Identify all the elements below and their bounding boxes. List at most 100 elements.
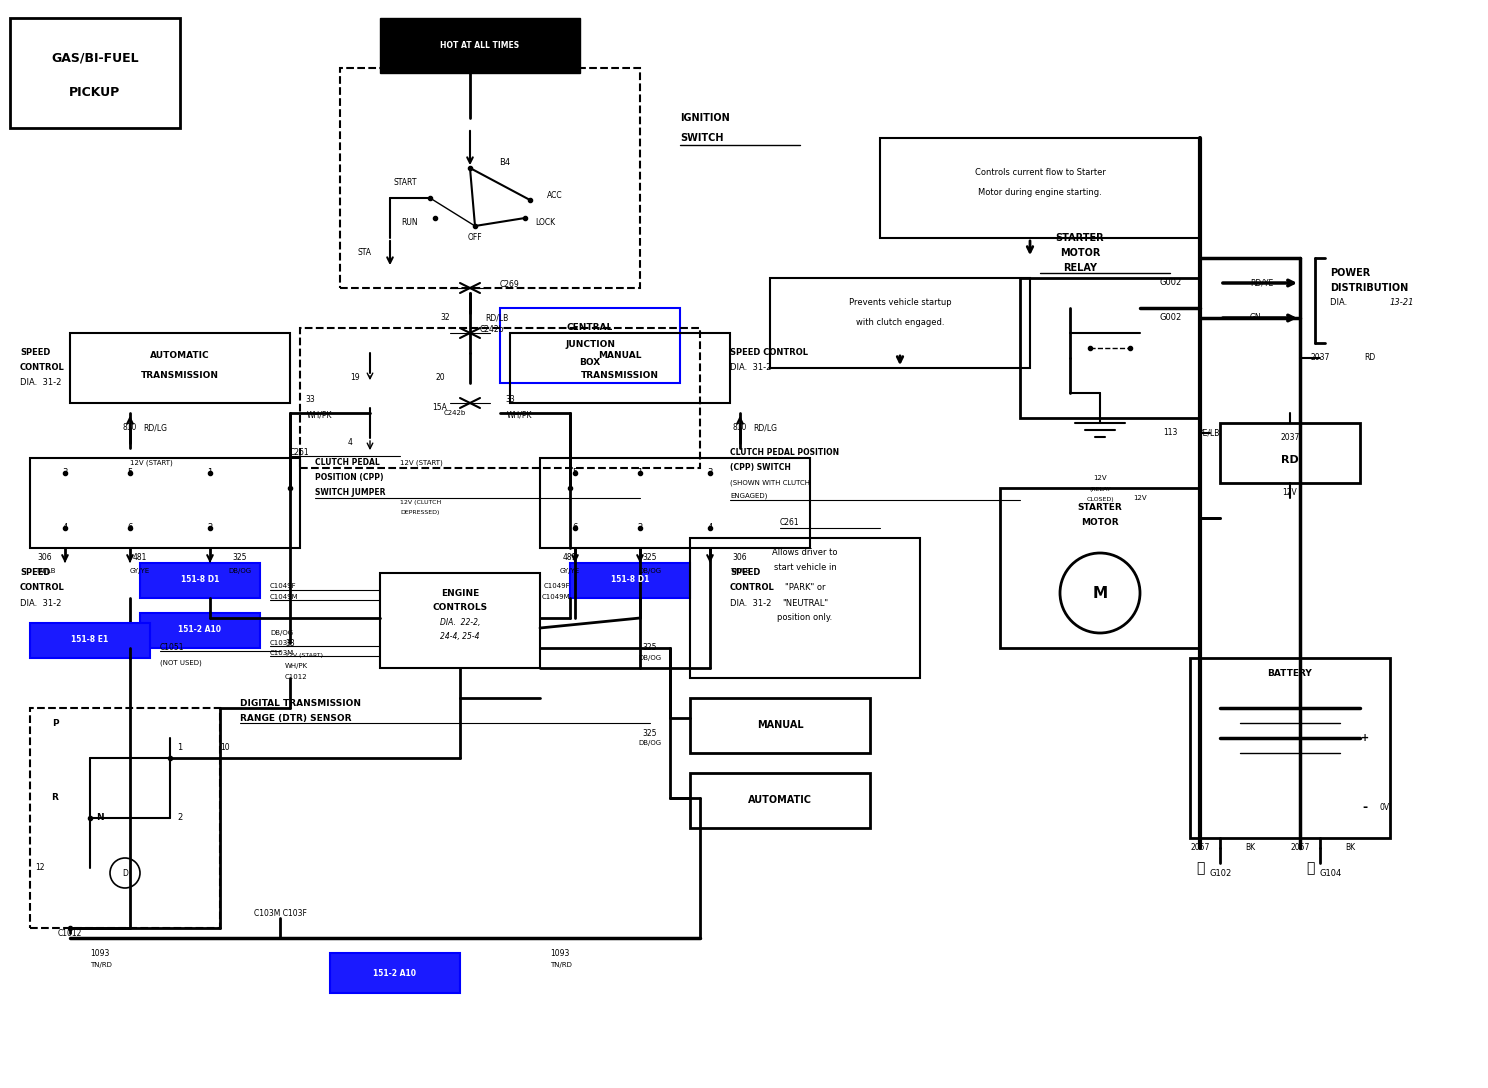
Text: 810: 810	[124, 423, 137, 433]
Text: D: D	[122, 868, 128, 878]
Text: DB/OG: DB/OG	[638, 568, 662, 574]
Text: GY/YE: GY/YE	[129, 568, 150, 574]
Text: 5: 5	[573, 469, 577, 478]
Text: WH/PK: WH/PK	[507, 410, 533, 420]
Text: 151-2 A10: 151-2 A10	[373, 968, 417, 977]
Text: TN/LB: TN/LB	[34, 568, 55, 574]
Text: IGNITION: IGNITION	[680, 113, 729, 123]
Text: START: START	[393, 178, 417, 187]
Text: 325: 325	[643, 729, 658, 738]
Text: RD/LG: RD/LG	[753, 423, 777, 433]
Text: RD/LG: RD/LG	[143, 423, 167, 433]
Text: CONTROL: CONTROL	[731, 583, 775, 593]
Text: ENGAGED): ENGAGED)	[731, 493, 768, 499]
Text: SPEED: SPEED	[19, 348, 51, 358]
Text: ENGINE: ENGINE	[440, 589, 479, 597]
Text: +: +	[1362, 733, 1369, 743]
Text: 4: 4	[707, 523, 713, 532]
Text: CLUTCH PEDAL POSITION: CLUTCH PEDAL POSITION	[731, 448, 839, 457]
Text: MOTOR: MOTOR	[1082, 519, 1119, 528]
Bar	[140, 562, 260, 598]
Text: RUN: RUN	[402, 219, 418, 227]
Text: Allows driver to: Allows driver to	[772, 548, 838, 557]
Text: 1: 1	[177, 743, 183, 753]
Text: 24-4, 25-4: 24-4, 25-4	[440, 631, 479, 641]
Text: GAS/BI-FUEL: GAS/BI-FUEL	[51, 51, 138, 64]
Text: C103M: C103M	[269, 650, 295, 656]
Text: C242b: C242b	[481, 325, 504, 334]
Text: RD: RD	[1364, 354, 1375, 362]
Text: C1012: C1012	[58, 928, 82, 938]
Text: R: R	[52, 793, 58, 803]
Text: DIA.  31-2: DIA. 31-2	[19, 598, 61, 607]
Text: GY/YE: GY/YE	[559, 568, 580, 574]
Bar	[690, 537, 920, 678]
Text: 810: 810	[732, 423, 747, 433]
Text: DIA.  31-2: DIA. 31-2	[19, 379, 61, 387]
Text: 2057: 2057	[1190, 843, 1210, 853]
Text: C1049F: C1049F	[269, 583, 296, 589]
Text: ⏚: ⏚	[1306, 861, 1314, 875]
Bar	[301, 327, 699, 468]
Text: G102: G102	[1210, 868, 1232, 878]
Text: 6: 6	[128, 523, 132, 532]
Text: C261: C261	[290, 448, 310, 457]
Text: RANGE (DTR) SENSOR: RANGE (DTR) SENSOR	[240, 714, 351, 722]
Text: MANUAL: MANUAL	[598, 351, 641, 360]
Text: 12: 12	[36, 864, 45, 873]
Text: TN/RD: TN/RD	[89, 962, 112, 968]
Text: 13-21: 13-21	[1390, 298, 1415, 308]
Text: 4: 4	[62, 523, 67, 532]
Text: 5: 5	[128, 469, 132, 478]
Text: 6: 6	[573, 523, 577, 532]
Text: 12V (START): 12V (START)	[286, 653, 323, 657]
Text: DISTRIBUTION: DISTRIBUTION	[1330, 283, 1408, 293]
Text: M: M	[1092, 585, 1107, 601]
Text: DB/OG: DB/OG	[638, 740, 662, 746]
Bar	[30, 623, 150, 658]
Text: RD/LB: RD/LB	[485, 313, 509, 322]
Bar	[500, 308, 680, 383]
Text: 33: 33	[504, 396, 515, 405]
Text: BK: BK	[1245, 843, 1254, 853]
Text: B4: B4	[500, 159, 510, 168]
Text: 306: 306	[37, 554, 52, 562]
Text: 12V: 12V	[1094, 475, 1107, 481]
Text: (SHOWN WITH CLUTCH: (SHOWN WITH CLUTCH	[731, 480, 809, 486]
Text: CLUTCH PEDAL: CLUTCH PEDAL	[315, 458, 379, 468]
Text: ACC: ACC	[548, 191, 562, 200]
Text: BK: BK	[1345, 843, 1356, 853]
Text: DIA.  22-2,: DIA. 22-2,	[440, 618, 481, 628]
Text: 1: 1	[637, 469, 643, 478]
Text: CONTROL: CONTROL	[19, 363, 65, 372]
Text: MOTOR: MOTOR	[1059, 248, 1100, 258]
Text: start vehicle in: start vehicle in	[774, 564, 836, 572]
Text: Motor during engine starting.: Motor during engine starting.	[978, 188, 1103, 198]
Text: DIGITAL TRANSMISSION: DIGITAL TRANSMISSION	[240, 698, 362, 707]
Text: (RELAY: (RELAY	[1089, 487, 1112, 493]
Bar	[30, 458, 301, 548]
Text: 481: 481	[562, 554, 577, 562]
Text: SWITCH: SWITCH	[680, 133, 723, 143]
Text: G002: G002	[1161, 279, 1183, 287]
Text: 325: 325	[232, 554, 247, 562]
Text: STARTER: STARTER	[1055, 233, 1104, 243]
Text: RD/YE: RD/YE	[1250, 279, 1274, 287]
Text: CONTROL: CONTROL	[19, 583, 65, 593]
Text: DB/OG: DB/OG	[269, 630, 293, 636]
Text: MANUAL: MANUAL	[757, 720, 804, 730]
Text: -: -	[1363, 802, 1367, 815]
Text: 2037: 2037	[1280, 433, 1299, 443]
Text: STARTER: STARTER	[1077, 504, 1122, 512]
Bar	[879, 138, 1199, 238]
Text: 4: 4	[348, 438, 353, 447]
Bar	[1220, 423, 1360, 483]
Text: 12V (CLUTCH: 12V (CLUTCH	[400, 500, 442, 506]
Text: OFF: OFF	[467, 234, 482, 243]
Text: 12V (START): 12V (START)	[400, 460, 443, 467]
Text: 325: 325	[643, 643, 658, 653]
Text: C1049M: C1049M	[542, 594, 570, 599]
Text: BOX: BOX	[579, 359, 601, 368]
Text: 33: 33	[286, 639, 295, 647]
Text: C1049M: C1049M	[269, 594, 299, 599]
